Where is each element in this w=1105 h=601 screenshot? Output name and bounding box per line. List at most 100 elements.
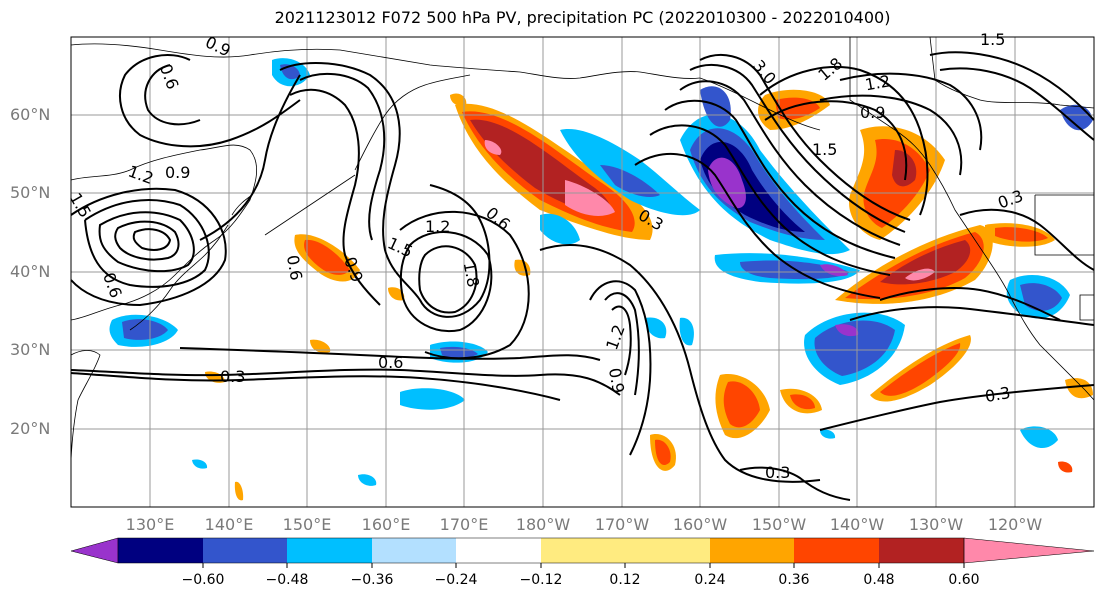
negative-anomaly [1020, 426, 1058, 449]
positive-anomaly [880, 343, 961, 396]
negative-anomaly [820, 429, 836, 439]
contour-2.1 [689, 64, 906, 233]
positive-anomaly [1058, 461, 1073, 473]
coastline-aleutians [699, 77, 821, 131]
positive-anomaly [892, 150, 917, 187]
lon-label: 140°E [204, 515, 254, 534]
coastline-kamchatka [354, 74, 471, 171]
contour-0.9 [959, 208, 1095, 271]
negative-anomaly [358, 474, 377, 486]
coastline-alaska [519, 71, 701, 79]
negative-anomaly [814, 320, 895, 376]
negative-anomaly [835, 324, 859, 337]
contour-0.3 [739, 466, 851, 501]
negative-anomaly [1020, 283, 1062, 311]
positive-anomaly [234, 481, 244, 501]
contour-1.2 [611, 305, 632, 376]
contour-label: 1.5 [812, 140, 837, 159]
contour-label: 0.3 [765, 463, 790, 482]
colorbar-segment [879, 538, 964, 563]
contour-label: 0.9 [605, 366, 628, 394]
coastline-japan [129, 224, 229, 331]
contour-0.9 [70, 187, 227, 307]
negative-anomaly [700, 86, 731, 127]
contour-1.8 [759, 66, 929, 216]
colorbar-segment [456, 538, 541, 563]
contour-0.9 [819, 94, 963, 176]
lat-label: 50°N [10, 183, 51, 202]
lon-label: 150°E [282, 515, 332, 534]
colorbar-label: 0.24 [694, 572, 726, 588]
colorbar-label: −0.36 [350, 572, 394, 588]
contour-1.8 [114, 220, 180, 261]
contour-label: 0.6 [283, 254, 306, 282]
contour-0.3 [70, 372, 561, 401]
contour-0.6 [939, 67, 1095, 141]
colorbar-label: −0.12 [519, 572, 563, 588]
negative-anomaly [645, 317, 667, 339]
coastline-siberia [70, 43, 521, 73]
border-line [1079, 294, 1094, 321]
colorbar-extend-left [70, 537, 119, 564]
contour-3.0 [699, 54, 911, 221]
contour-label: 0.3 [983, 383, 1011, 406]
contour-0.3 [539, 244, 821, 483]
negative-anomaly [540, 213, 580, 245]
contour-0.6 [399, 210, 530, 360]
colorbar-segment [118, 538, 203, 563]
contour-2.1 [132, 228, 172, 251]
coastline-asia [70, 350, 101, 461]
contour-1.2 [839, 72, 983, 151]
positive-anomaly [565, 180, 615, 216]
contour-0.9 [399, 231, 493, 333]
lon-label: 130°E [125, 515, 175, 534]
contour-1.5 [679, 80, 901, 246]
contour-0.6 [289, 88, 381, 306]
colorbar-segment [372, 538, 456, 563]
coastline-kuril [264, 174, 356, 236]
contour-1.2 [418, 245, 478, 314]
negative-anomaly [708, 157, 746, 209]
colorbar [70, 537, 1095, 568]
positive-anomaly [450, 93, 467, 106]
contour-0.6 [144, 64, 201, 126]
coastlines [70, 36, 1095, 461]
contour-0.3 [879, 287, 1061, 321]
negative-anomaly [600, 165, 660, 197]
negative-anomaly [679, 317, 694, 346]
contour-label: 1.2 [863, 71, 891, 94]
colorbar-segment [541, 538, 625, 563]
precipitation-shading [109, 58, 1093, 501]
coastline-alaska [849, 37, 986, 256]
lat-label: 40°N [10, 262, 51, 281]
map-frame [70, 36, 1095, 508]
contour-0.3 [819, 384, 1095, 431]
contour-label: 1.8 [460, 260, 483, 288]
colorbar-label: 0.48 [863, 572, 895, 588]
contour-1.2 [279, 62, 491, 318]
contour-label: 1.2 [425, 217, 450, 236]
lon-label: 130°W [908, 515, 964, 534]
colorbar-extend-right [963, 537, 1095, 564]
contour-label: 1.5 [980, 30, 1005, 49]
contour-1.5 [764, 100, 908, 181]
pv-contours [70, 51, 1095, 501]
lon-label: 160°E [361, 515, 411, 534]
contour-0.3 [70, 368, 621, 396]
colorbar-segment [794, 538, 879, 563]
lon-label: 140°W [829, 515, 885, 534]
negative-anomaly [560, 129, 700, 216]
contour-0.6 [634, 152, 881, 299]
positive-anomaly [790, 394, 815, 410]
lon-label: 170°E [439, 515, 489, 534]
lat-label: 20°N [10, 419, 51, 438]
colorbar-segment [287, 538, 372, 563]
colorbar-label: −0.48 [265, 572, 309, 588]
colorbar-segment [203, 538, 287, 563]
coastline-asia [70, 144, 257, 321]
positive-anomaly [655, 439, 671, 466]
negative-anomaly [192, 459, 208, 469]
contour-0.9 [929, 51, 1095, 121]
contour-0.6 [179, 347, 601, 361]
contour-1.2 [664, 99, 896, 259]
